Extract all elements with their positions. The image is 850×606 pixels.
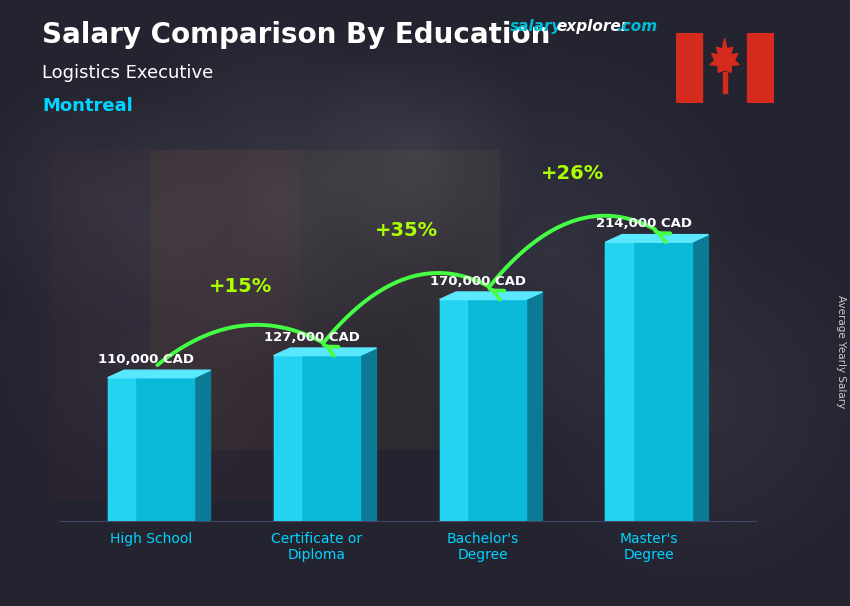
Polygon shape [526, 292, 542, 521]
Polygon shape [274, 356, 360, 521]
Polygon shape [194, 370, 211, 521]
Polygon shape [605, 242, 633, 521]
Polygon shape [439, 292, 542, 299]
Polygon shape [722, 72, 727, 93]
Polygon shape [692, 235, 708, 521]
Polygon shape [676, 33, 702, 103]
Text: 214,000 CAD: 214,000 CAD [597, 218, 692, 230]
Polygon shape [274, 348, 377, 356]
Text: Logistics Executive: Logistics Executive [42, 64, 213, 82]
Polygon shape [710, 39, 740, 72]
Text: Salary Comparison By Education: Salary Comparison By Education [42, 21, 551, 49]
Polygon shape [439, 299, 468, 521]
Text: Montreal: Montreal [42, 97, 133, 115]
Polygon shape [360, 348, 377, 521]
Polygon shape [274, 356, 301, 521]
Text: 127,000 CAD: 127,000 CAD [264, 331, 360, 344]
Text: +35%: +35% [375, 221, 438, 240]
Polygon shape [605, 242, 692, 521]
Text: +26%: +26% [541, 164, 604, 183]
Text: .com: .com [616, 19, 657, 35]
Text: +15%: +15% [209, 277, 272, 296]
Polygon shape [108, 378, 135, 521]
Polygon shape [108, 378, 194, 521]
Polygon shape [439, 299, 526, 521]
Polygon shape [605, 235, 708, 242]
Polygon shape [747, 33, 774, 103]
Text: 110,000 CAD: 110,000 CAD [99, 353, 195, 366]
Text: salary: salary [510, 19, 563, 35]
Text: explorer: explorer [557, 19, 629, 35]
Text: 170,000 CAD: 170,000 CAD [430, 275, 526, 288]
Polygon shape [108, 370, 211, 378]
Text: Average Yearly Salary: Average Yearly Salary [836, 295, 846, 408]
